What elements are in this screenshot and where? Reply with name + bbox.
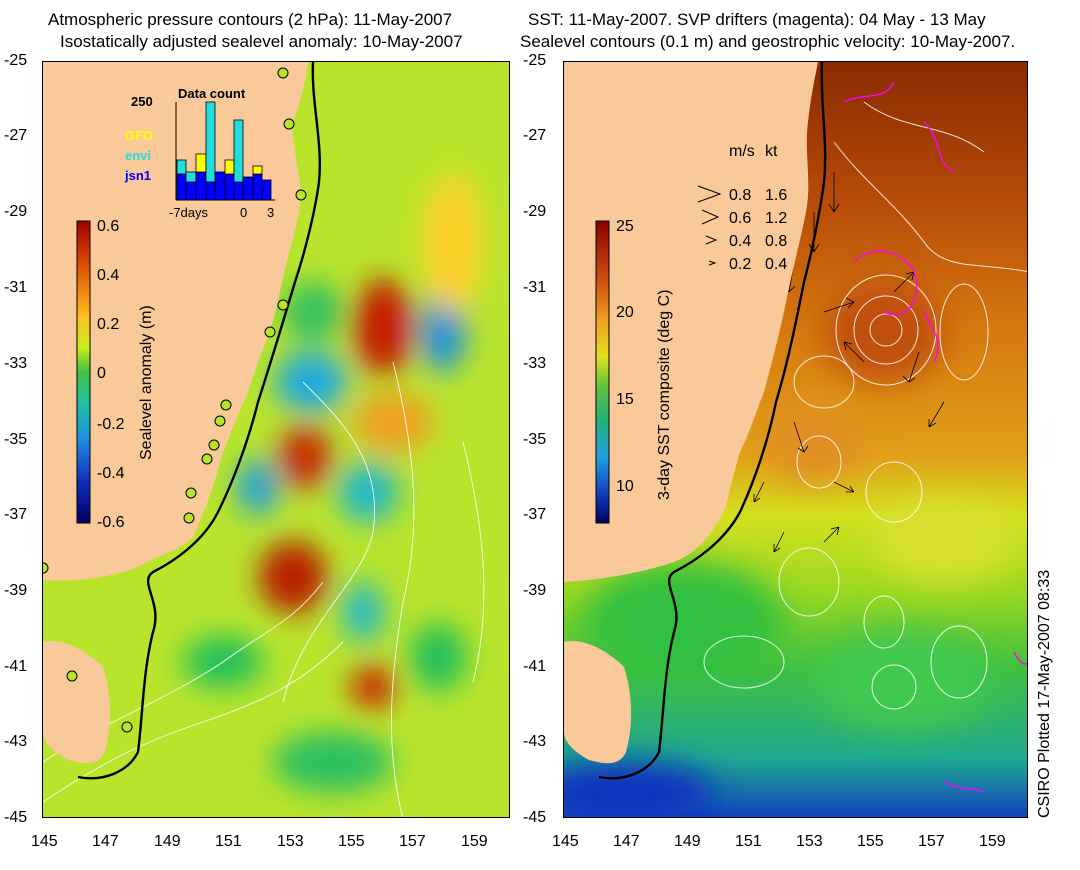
left-lon-tick: 145: [31, 833, 58, 850]
right-lon-tick: 147: [613, 833, 640, 850]
sst-tick-2: 15: [616, 391, 634, 408]
tasmania: [43, 641, 111, 764]
left-lat-tick: -39: [4, 582, 28, 599]
right-lat-tick: -39: [523, 582, 547, 599]
plot-credit: CSIRO Plotted 17-May-2007 08:33: [1036, 569, 1053, 818]
inset-xlabel-zero: 0: [240, 205, 247, 220]
left-lat-tick: -41: [4, 658, 28, 675]
speed-legend-kt-header: kt: [765, 143, 778, 160]
left-lat-tick: -31: [4, 279, 28, 296]
sla-tick-0: 0.6: [97, 218, 119, 235]
right-title-line2: Sealevel contours (0.1 m) and geostrophi…: [520, 32, 1016, 51]
right-lon-tick: 145: [552, 833, 579, 850]
sla-colorbar-label: Sealevel anomaly (m): [138, 305, 155, 460]
speed-ms-0: 0.8: [729, 187, 751, 204]
right-lon-tick: 159: [979, 833, 1006, 850]
left-lon-tick: 149: [154, 833, 181, 850]
sla-tick-1: 0.4: [97, 267, 119, 284]
sst-map: 25 20 15 10 3-day SST composite (deg C) …: [564, 62, 1027, 817]
right-lat-tick: -41: [523, 658, 547, 675]
left-title-line2: Isostatically adjusted sealevel anomaly:…: [60, 32, 463, 51]
right-lon-tick: 149: [674, 833, 701, 850]
shelf-contour: [598, 62, 827, 780]
sla-tick-4: -0.2: [97, 416, 125, 433]
right-lat-tick: -25: [523, 52, 547, 69]
data-count-inset: Data count 250 GFO envi jsn1: [124, 86, 276, 220]
speed-kt-3: 0.4: [765, 256, 787, 273]
sst-tick-3: 10: [616, 478, 634, 495]
legend-envi: envi: [125, 148, 151, 163]
mainland-south: [564, 507, 726, 582]
mainland: [564, 62, 818, 507]
left-map: Data count 250 GFO envi jsn1: [42, 61, 510, 818]
right-lat-tick: -35: [523, 431, 547, 448]
sealevel-anomaly-map: Data count 250 GFO envi jsn1: [43, 62, 509, 817]
left-lat-tick: -35: [4, 431, 28, 448]
speed-ms-1: 0.6: [729, 210, 751, 227]
svp-drifter-tracks: [843, 81, 1027, 793]
left-lon-tick: 147: [92, 833, 119, 850]
left-lon-tick: 159: [461, 833, 488, 850]
speed-arrow-0-6: [701, 209, 720, 225]
tide-gauges: [43, 67, 307, 733]
speed-kt-2: 0.8: [765, 233, 787, 250]
speed-kt-0: 1.6: [765, 187, 787, 204]
right-lon-tick: 151: [735, 833, 762, 850]
speed-legend-ms-header: m/s: [729, 143, 755, 160]
sla-tick-3: 0: [97, 365, 106, 382]
sealevel-contours: [703, 101, 1027, 710]
inset-max-label: 250: [131, 94, 153, 109]
sst-colorbar-label: 3-day SST composite (deg C): [656, 290, 673, 500]
speed-arrow-0-8: [697, 185, 722, 203]
speed-arrow-0-4: [705, 235, 718, 245]
sla-tick-2: 0.2: [97, 316, 119, 333]
left-lat-tick: -25: [4, 52, 28, 69]
right-lon-tick: 155: [857, 833, 884, 850]
left-lat-tick: -27: [4, 127, 28, 144]
left-title-line1: Atmospheric pressure contours (2 hPa): 1…: [48, 10, 453, 29]
right-lat-tick: -45: [523, 809, 547, 826]
right-lat-tick: -31: [523, 279, 547, 296]
right-lat-tick: -27: [523, 127, 547, 144]
left-lat-tick: -33: [4, 355, 28, 372]
right-lat-tick: -29: [523, 203, 547, 220]
sst-tick-1: 20: [616, 304, 634, 321]
left-lat-tick: -29: [4, 203, 28, 220]
speed-kt-1: 1.2: [765, 210, 787, 227]
speed-arrow-0-2: [708, 260, 717, 266]
right-map: 25 20 15 10 3-day SST composite (deg C) …: [563, 61, 1028, 818]
left-lon-tick: 151: [215, 833, 242, 850]
inset-xlabel-start: -7days: [169, 205, 209, 220]
right-title-line1: SST: 11-May-2007. SVP drifters (magenta)…: [528, 10, 986, 29]
speed-ms-2: 0.4: [729, 233, 751, 250]
left-lat-tick: -37: [4, 506, 28, 523]
left-lat-tick: -43: [4, 733, 28, 750]
left-lat-tick: -45: [4, 809, 28, 826]
anomaly-blobs: [183, 172, 483, 792]
legend-jsn1: jsn1: [124, 168, 151, 183]
speed-legend: m/s kt 0.8 1.6 0.6 1.2 0.4 0.8 0.2 0.4: [697, 143, 787, 273]
right-lat-tick: -33: [523, 355, 547, 372]
sla-colorbar: [76, 220, 91, 524]
right-lat-tick: -37: [523, 506, 547, 523]
sst-tick-0: 25: [616, 218, 634, 235]
speed-ms-3: 0.2: [729, 256, 751, 273]
sst-patches: [564, 282, 1014, 817]
shelf-contour: [77, 62, 322, 780]
sla-tick-6: -0.6: [97, 514, 125, 531]
right-lon-tick: 157: [918, 833, 945, 850]
sla-tick-5: -0.4: [97, 465, 125, 482]
right-lon-tick: 153: [796, 833, 823, 850]
inset-xlabel-three: 3: [267, 205, 274, 220]
sst-colorbar: [595, 220, 610, 524]
tasmania: [564, 641, 632, 764]
right-lat-tick: -43: [523, 733, 547, 750]
left-lon-tick: 153: [277, 833, 304, 850]
left-lon-tick: 157: [399, 833, 426, 850]
inset-title: Data count: [178, 86, 246, 101]
left-lon-tick: 155: [338, 833, 365, 850]
legend-gfo: GFO: [125, 128, 153, 143]
